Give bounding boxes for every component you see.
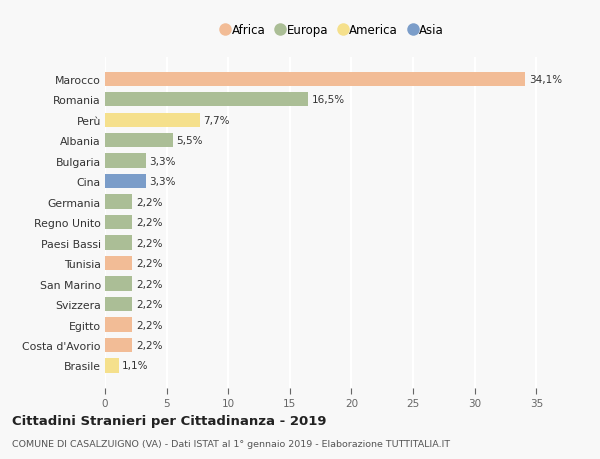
Text: 2,2%: 2,2% <box>136 218 163 228</box>
Bar <box>105 236 132 250</box>
Text: 16,5%: 16,5% <box>312 95 345 105</box>
Text: 1,1%: 1,1% <box>122 361 149 371</box>
Text: 34,1%: 34,1% <box>529 74 562 84</box>
Text: 3,3%: 3,3% <box>149 157 176 166</box>
Text: 2,2%: 2,2% <box>136 320 163 330</box>
Bar <box>105 195 132 209</box>
Bar <box>105 93 308 107</box>
Text: 7,7%: 7,7% <box>203 115 230 125</box>
Text: COMUNE DI CASALZUIGNO (VA) - Dati ISTAT al 1° gennaio 2019 - Elaborazione TUTTIT: COMUNE DI CASALZUIGNO (VA) - Dati ISTAT … <box>12 439 450 448</box>
Bar <box>105 297 132 312</box>
Bar <box>105 338 132 353</box>
Text: 3,3%: 3,3% <box>149 177 176 187</box>
Bar <box>105 318 132 332</box>
Text: 2,2%: 2,2% <box>136 258 163 269</box>
Bar <box>105 73 525 87</box>
Text: 2,2%: 2,2% <box>136 279 163 289</box>
Legend: Africa, Europa, America, Asia: Africa, Europa, America, Asia <box>222 23 444 37</box>
Bar <box>105 277 132 291</box>
Bar <box>105 174 146 189</box>
Text: Cittadini Stranieri per Cittadinanza - 2019: Cittadini Stranieri per Cittadinanza - 2… <box>12 414 326 428</box>
Bar <box>105 154 146 168</box>
Text: 2,2%: 2,2% <box>136 238 163 248</box>
Text: 5,5%: 5,5% <box>176 136 203 146</box>
Bar <box>105 134 173 148</box>
Text: 2,2%: 2,2% <box>136 340 163 350</box>
Bar <box>105 113 200 128</box>
Text: 2,2%: 2,2% <box>136 299 163 309</box>
Bar <box>105 256 132 271</box>
Text: 2,2%: 2,2% <box>136 197 163 207</box>
Bar <box>105 215 132 230</box>
Bar <box>105 358 119 373</box>
